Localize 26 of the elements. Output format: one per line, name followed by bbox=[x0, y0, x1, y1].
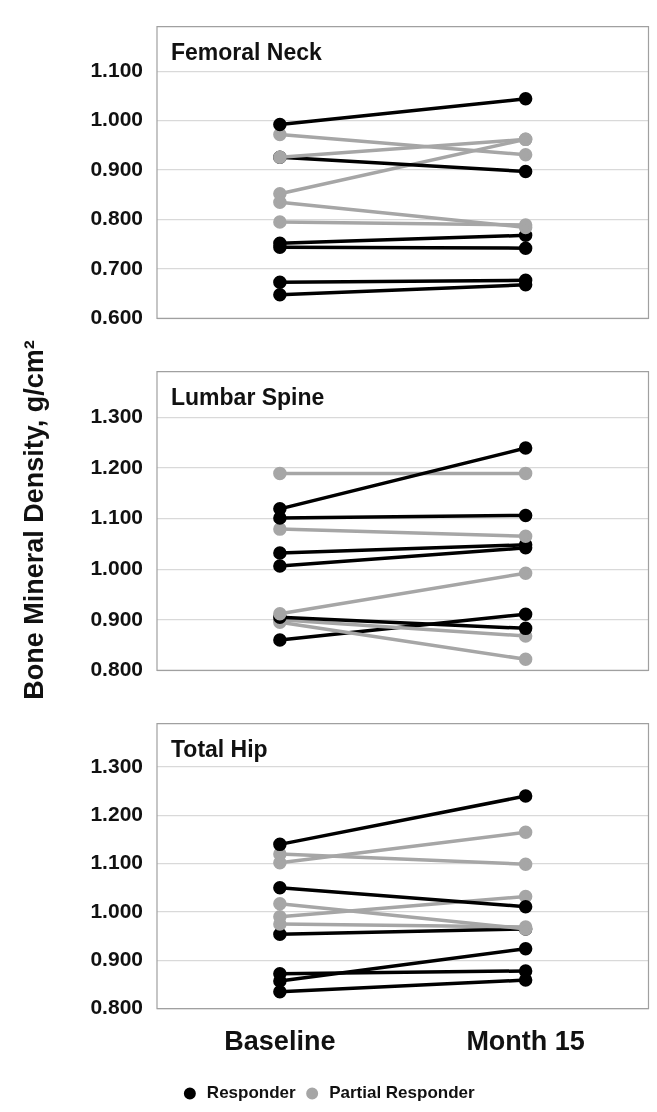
y-tick-label: 1.300 bbox=[90, 403, 143, 427]
text: Femoral Neck bbox=[171, 38, 323, 65]
x-tick-label: Month 15 bbox=[466, 1026, 585, 1057]
y-tick-label: 1.000 bbox=[90, 107, 143, 131]
y-tick-label: 0.800 bbox=[90, 995, 143, 1019]
y-tick-label: 1.200 bbox=[90, 454, 143, 478]
y-tick-label: 1.300 bbox=[90, 753, 143, 777]
text: Lumbar Spine bbox=[171, 383, 325, 410]
y-tick-label: 1.100 bbox=[90, 505, 143, 529]
y-tick-label: 1.100 bbox=[90, 850, 143, 874]
legend-label: Responder bbox=[206, 1083, 297, 1103]
y-axis-title: Bone Mineral Density, g/cm² bbox=[18, 340, 50, 700]
y-tick-label: 1.000 bbox=[90, 555, 143, 579]
y-tick-label: 0.900 bbox=[90, 947, 143, 971]
text: Total Hip bbox=[171, 735, 268, 762]
legend-label: Partial Responder bbox=[329, 1083, 476, 1103]
y-tick-label: 1.000 bbox=[90, 898, 143, 922]
y-tick-label: 0.700 bbox=[90, 255, 143, 279]
y-tick-label: 0.800 bbox=[90, 657, 143, 681]
y-tick-label: 0.800 bbox=[90, 206, 143, 230]
y-tick-label: 1.100 bbox=[90, 57, 143, 81]
y-tick-label: 0.900 bbox=[90, 606, 143, 630]
y-tick-label: 1.200 bbox=[90, 802, 143, 826]
x-tick-label: Baseline bbox=[224, 1026, 336, 1057]
y-tick-label: 0.600 bbox=[90, 305, 143, 329]
y-tick-label: 0.900 bbox=[90, 156, 143, 180]
